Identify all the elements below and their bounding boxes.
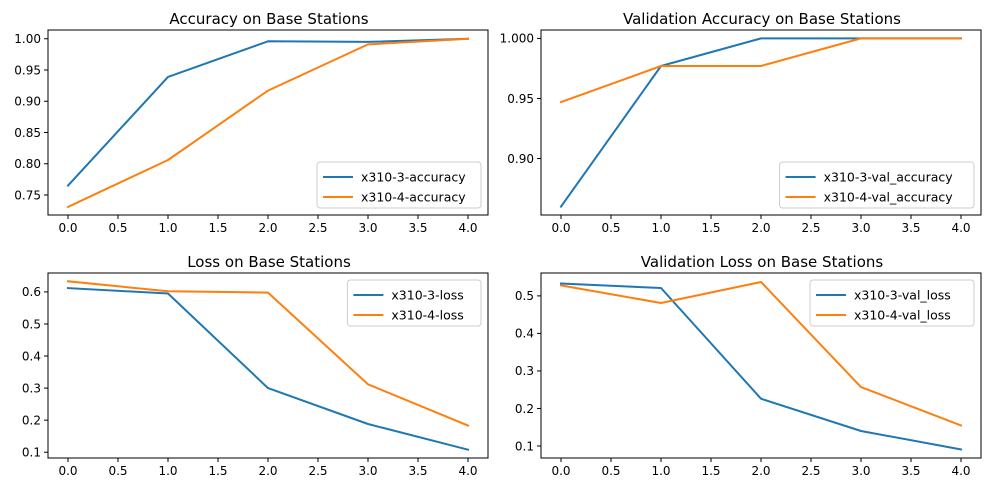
y-tick-label: 0.90	[14, 95, 41, 109]
x-tick-label: 3.0	[851, 221, 870, 235]
x-tick-label: 1.0	[158, 464, 177, 478]
x-tick-label: 0.0	[551, 221, 570, 235]
x-tick-label: 3.0	[358, 221, 377, 235]
legend-box	[809, 279, 975, 327]
x-tick-label: 2.0	[751, 464, 770, 478]
legend: x310-3-val_loss x310-4-val_loss	[809, 279, 975, 327]
y-tick-label: 0.5	[22, 317, 41, 331]
y-tick-label: 0.75	[14, 188, 41, 202]
x-tick-label: 0.5	[108, 464, 127, 478]
x-tick-label: 0.0	[58, 464, 77, 478]
legend-box	[316, 161, 482, 209]
x-tick-label: 4.0	[951, 221, 970, 235]
x-tick-label: 2.5	[801, 464, 820, 478]
chart-title: Loss on Base Stations	[187, 253, 351, 271]
legend-label: x310-4-loss	[391, 308, 463, 323]
series-line-x310-4-accuracy	[66, 37, 470, 209]
x-tick-label: 1.5	[208, 221, 227, 235]
x-tick-label: 2.0	[751, 221, 770, 235]
x-tick-label: 1.0	[651, 221, 670, 235]
x-tick-label: 4.0	[458, 464, 477, 478]
x-tick-label: 3.0	[851, 464, 870, 478]
y-tick-label: 1.000	[500, 32, 534, 46]
series-line-x310-4-val_accuracy	[559, 37, 962, 104]
x-tick-label: 0.5	[601, 464, 620, 478]
legend: x310-3-accuracy x310-4-accuracy	[316, 161, 482, 209]
y-tick-label: 0.5	[515, 289, 534, 303]
series-line-x310-4-val_loss	[559, 281, 963, 427]
loss-chart: Loss on Base Stations 0.0 0.5 1.0 1.5 2.0 2.5…	[22, 253, 489, 478]
x-tick-label: 2.5	[308, 221, 327, 235]
x-tick-label: 3.0	[358, 464, 377, 478]
y-tick-label: 0.3	[515, 364, 534, 378]
y-tick-label: 0.80	[14, 157, 41, 171]
series-line-x310-3-loss	[66, 287, 470, 451]
legend-label: x310-3-loss	[391, 288, 463, 303]
legend-box	[779, 161, 975, 209]
series-line-x310-3-val_loss	[559, 282, 963, 451]
y-tick-label: 1.00	[14, 32, 41, 46]
validation-accuracy-chart: Validation Accuracy on Base Stations 0.0…	[500, 10, 982, 235]
x-tick-label: 0.0	[58, 221, 77, 235]
chart-title: Validation Accuracy on Base Stations	[623, 10, 901, 28]
y-tick-label: 0.3	[22, 381, 41, 395]
legend-label: x310-4-val_loss	[854, 308, 951, 323]
x-tick-label: 2.0	[258, 221, 277, 235]
legend-label: x310-3-val_accuracy	[824, 170, 954, 185]
y-tick-label: 0.2	[22, 413, 41, 427]
x-tick-label: 2.5	[308, 464, 327, 478]
x-tick-label: 1.0	[158, 221, 177, 235]
x-tick-label: 1.5	[701, 464, 720, 478]
y-tick-label: 0.4	[22, 349, 41, 363]
series-line-x310-3-accuracy	[66, 37, 470, 188]
validation-loss-chart: Validation Loss on Base Stations 0.0 0.5 1…	[515, 253, 982, 478]
y-tick-label: 0.1	[515, 439, 534, 453]
series-line-x310-4-loss	[66, 280, 470, 427]
x-tick-label: 0.5	[108, 221, 127, 235]
y-tick-label: 0.1	[22, 446, 41, 460]
y-tick-label: 0.6	[22, 285, 41, 299]
y-tick-label: 0.2	[515, 402, 534, 416]
legend: x310-3-loss x310-4-loss	[346, 279, 482, 327]
accuracy-chart: Accuracy on Base Stations 0.0 0.5 1.0 1.5 2.…	[14, 10, 489, 235]
x-tick-label: 2.5	[801, 221, 820, 235]
x-tick-label: 0.5	[601, 221, 620, 235]
y-tick-label: 0.95	[14, 63, 41, 77]
legend-label: x310-4-accuracy	[361, 190, 466, 205]
chart-title: Accuracy on Base Stations	[169, 10, 368, 28]
legend-label: x310-3-accuracy	[361, 170, 466, 185]
x-tick-label: 0.0	[551, 464, 570, 478]
legend: x310-3-val_accuracy x310-4-val_accuracy	[779, 161, 975, 209]
chart-title: Validation Loss on Base Stations	[641, 253, 884, 271]
y-tick-label: 0.4	[515, 327, 534, 341]
y-tick-label: 0.95	[507, 92, 534, 106]
x-tick-label: 1.0	[651, 464, 670, 478]
legend-label: x310-4-val_accuracy	[824, 190, 954, 205]
legend-label: x310-3-val_loss	[854, 288, 951, 303]
x-tick-label: 2.0	[258, 464, 277, 478]
x-tick-label: 3.5	[901, 464, 920, 478]
y-tick-label: 0.85	[14, 126, 41, 140]
x-tick-label: 4.0	[458, 221, 477, 235]
x-tick-label: 3.5	[901, 221, 920, 235]
x-tick-label: 3.5	[408, 221, 427, 235]
x-tick-label: 4.0	[951, 464, 970, 478]
x-tick-label: 1.5	[701, 221, 720, 235]
y-tick-label: 0.90	[507, 152, 534, 166]
x-tick-label: 1.5	[208, 464, 227, 478]
x-tick-label: 3.5	[408, 464, 427, 478]
